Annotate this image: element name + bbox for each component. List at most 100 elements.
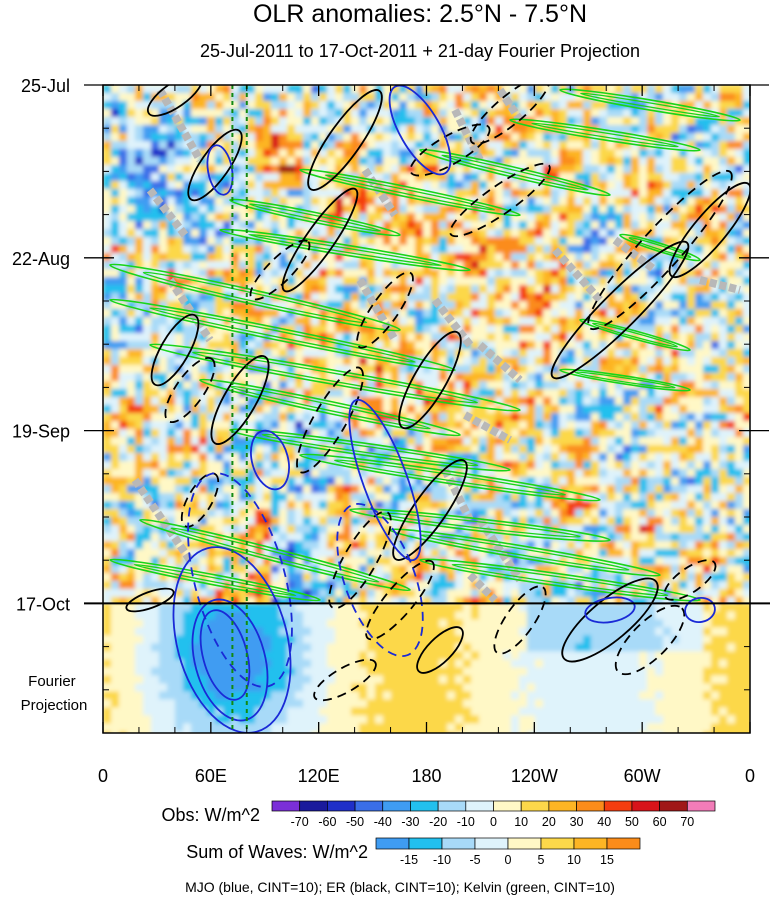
obs-cell	[199, 429, 208, 438]
obs-cell	[479, 301, 488, 310]
obs-cell	[727, 437, 736, 446]
obs-cell	[567, 453, 576, 462]
obs-cell	[207, 109, 216, 118]
obs-cell	[727, 357, 736, 366]
obs-cell	[543, 493, 552, 502]
obs-cell	[719, 117, 728, 126]
obs-cell	[255, 149, 264, 158]
obs-cell	[671, 309, 680, 318]
obs-cell	[559, 349, 568, 358]
obs-cell	[263, 485, 272, 494]
obs-cell	[503, 349, 512, 358]
obs-cell	[223, 301, 232, 310]
obs-cell	[615, 189, 624, 198]
obs-cell	[671, 125, 680, 134]
obs-cell	[559, 149, 568, 158]
obs-cell	[127, 197, 136, 206]
obs-cell	[559, 301, 568, 310]
obs-cell	[199, 109, 208, 118]
obs-cell	[135, 333, 144, 342]
obs-cell	[319, 349, 328, 358]
obs-cell	[471, 93, 480, 102]
obs-cell	[175, 213, 184, 222]
obs-cell	[615, 133, 624, 142]
obs-cell	[447, 117, 456, 126]
obs-cell	[455, 133, 464, 142]
obs-cell	[463, 285, 472, 294]
obs-cell	[591, 165, 600, 174]
obs-cell	[599, 405, 608, 414]
obs-cell	[111, 85, 120, 94]
obs-cell	[527, 261, 536, 270]
obs-cell	[623, 181, 632, 190]
obs-cell	[719, 253, 728, 262]
obs-cell	[607, 325, 616, 334]
obs-cell	[599, 269, 608, 278]
obs-cell	[663, 221, 672, 230]
obs-cell	[247, 157, 256, 166]
obs-cell	[111, 109, 120, 118]
obs-cell	[407, 237, 416, 246]
obs-cell	[255, 341, 264, 350]
obs-cell	[215, 85, 224, 94]
obs-cell	[639, 365, 648, 374]
obs-cell	[271, 445, 280, 454]
obs-cell	[575, 285, 584, 294]
obs-cell	[719, 405, 728, 414]
obs-cell	[191, 285, 200, 294]
obs-cell	[671, 509, 680, 518]
obs-cell	[431, 93, 440, 102]
obs-cell	[615, 533, 624, 542]
obs-cell	[319, 533, 328, 542]
obs-cell	[239, 469, 248, 478]
obs-cell	[479, 317, 488, 326]
obs-cell	[711, 541, 720, 550]
obs-cell	[351, 117, 360, 126]
obs-cell	[711, 509, 720, 518]
obs-cell	[183, 117, 192, 126]
obs-cell	[519, 405, 528, 414]
obs-cell	[119, 213, 128, 222]
obs-cell	[223, 485, 232, 494]
obs-cell	[559, 317, 568, 326]
obs-cell	[631, 533, 640, 542]
obs-cell	[391, 261, 400, 270]
obs-cell	[279, 485, 288, 494]
obs-cell	[303, 541, 312, 550]
obs-cell	[279, 573, 288, 582]
obs-cell	[407, 229, 416, 238]
obs-cell	[343, 133, 352, 142]
obs-cell	[679, 277, 688, 286]
obs-cell	[647, 565, 656, 574]
obs-cell	[703, 309, 712, 318]
obs-cell	[647, 101, 656, 110]
obs-cell	[303, 549, 312, 558]
obs-cell	[719, 517, 728, 526]
obs-cell	[223, 109, 232, 118]
obs-cell	[271, 197, 280, 206]
obs-cell	[495, 469, 504, 478]
obs-cell	[199, 525, 208, 534]
obs-cell	[199, 541, 208, 550]
obs-cell	[719, 237, 728, 246]
obs-cell	[375, 349, 384, 358]
obs-cell	[431, 309, 440, 318]
obs-cell	[487, 117, 496, 126]
obs-cell	[439, 429, 448, 438]
obs-cell	[671, 229, 680, 238]
obs-cell	[311, 509, 320, 518]
obs-cell	[551, 85, 560, 94]
obs-cell	[175, 517, 184, 526]
obs-cell	[423, 133, 432, 142]
obs-cell	[231, 85, 240, 94]
obs-cell	[151, 277, 160, 286]
obs-cell	[623, 317, 632, 326]
obs-cell	[303, 429, 312, 438]
obs-cell	[143, 213, 152, 222]
obs-cell	[327, 269, 336, 278]
obs-cell	[311, 141, 320, 150]
obs-cell	[247, 85, 256, 94]
obs-cell	[159, 365, 168, 374]
obs-cell	[375, 341, 384, 350]
obs-cell	[535, 237, 544, 246]
